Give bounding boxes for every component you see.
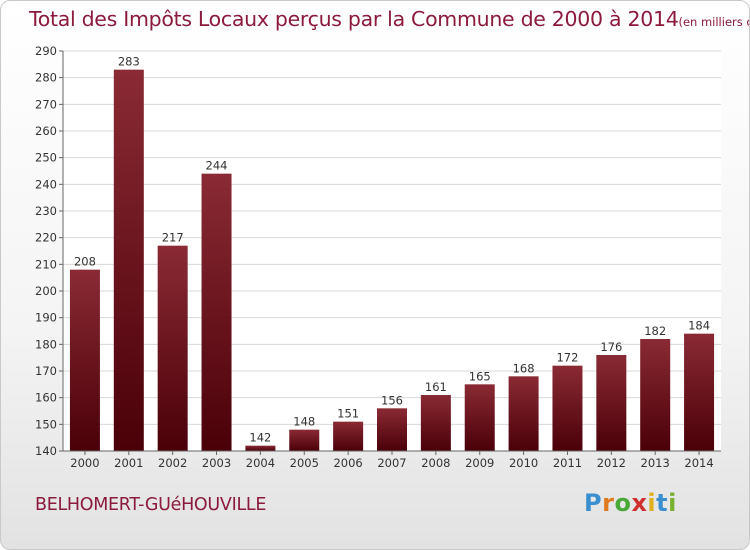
- y-tick-label: 230: [35, 204, 57, 218]
- y-tick-label: 270: [35, 97, 57, 111]
- logo-letter: i: [647, 489, 657, 517]
- data-label: 184: [688, 319, 710, 333]
- logo-letter: x: [631, 489, 648, 517]
- x-tick-label: 2001: [114, 456, 143, 470]
- x-tick-label: 2006: [333, 456, 362, 470]
- bar-2014: [684, 333, 715, 451]
- y-tick-label: 160: [35, 391, 57, 405]
- data-label: 208: [74, 255, 96, 269]
- x-tick-label: 2007: [377, 456, 406, 470]
- bar-2013: [640, 339, 671, 451]
- chart-title-text: Total des Impôts Locaux perçus par la Co…: [29, 7, 679, 31]
- data-label: 168: [513, 361, 535, 375]
- commune-name: BELHOMERT-GUéHOUVILLE: [35, 495, 267, 515]
- bar-2007: [377, 408, 407, 451]
- bar-2004: [245, 445, 276, 451]
- data-label: 217: [162, 231, 184, 245]
- y-tick-label: 150: [35, 417, 57, 431]
- x-tick-label: 2008: [421, 456, 450, 470]
- bar-2002: [157, 245, 188, 451]
- logo-letter: o: [614, 489, 632, 517]
- chart-title: Total des Impôts Locaux perçus par la Co…: [29, 7, 749, 31]
- y-tick-label: 240: [35, 177, 57, 191]
- logo-letter: t: [656, 489, 669, 517]
- x-tick-label: 2000: [70, 456, 99, 470]
- y-tick-label: 220: [35, 231, 57, 245]
- y-tick-label: 170: [35, 364, 57, 378]
- y-tick-label: 140: [35, 444, 57, 458]
- y-tick-label: 260: [35, 124, 57, 138]
- data-label: 161: [425, 380, 447, 394]
- logo-letter: P: [584, 489, 603, 517]
- data-label: 172: [556, 351, 578, 365]
- chart-unit: (en milliers d'€): [678, 15, 749, 29]
- y-tick-label: 290: [35, 44, 57, 58]
- bar-2012: [596, 355, 627, 451]
- x-tick-label: 2012: [597, 456, 626, 470]
- data-label: 148: [293, 415, 315, 429]
- bar-2003: [201, 173, 232, 451]
- y-tick-label: 250: [35, 151, 57, 165]
- data-label: 151: [337, 407, 359, 421]
- x-tick-label: 2004: [246, 456, 275, 470]
- x-tick-label: 2002: [158, 456, 187, 470]
- y-tick-label: 200: [35, 284, 57, 298]
- data-label: 182: [644, 324, 666, 338]
- logo-letter: r: [602, 489, 615, 517]
- y-tick-label: 210: [35, 257, 57, 271]
- data-label: 165: [469, 369, 491, 383]
- x-tick-label: 2005: [290, 456, 319, 470]
- data-label: 176: [600, 340, 622, 354]
- bar-2000: [69, 269, 100, 451]
- y-tick-label: 180: [35, 337, 57, 351]
- bar-2001: [113, 69, 144, 452]
- x-tick-label: 2010: [509, 456, 538, 470]
- bar-2006: [333, 421, 364, 451]
- x-tick-label: 2011: [553, 456, 582, 470]
- x-tick-label: 2003: [202, 456, 231, 470]
- x-tick-label: 2014: [684, 456, 713, 470]
- bar-2008: [420, 395, 451, 451]
- y-tick-label: 190: [35, 311, 57, 325]
- data-label: 142: [249, 431, 271, 445]
- y-tick-label: 280: [35, 71, 57, 85]
- bar-2005: [289, 429, 320, 451]
- proxiti-logo: Proxiti: [584, 489, 677, 517]
- x-tick-label: 2009: [465, 456, 494, 470]
- bar-2009: [464, 384, 495, 451]
- data-label: 283: [118, 55, 140, 69]
- x-tick-label: 2013: [641, 456, 670, 470]
- data-label: 156: [381, 393, 403, 407]
- data-label: 244: [206, 159, 228, 173]
- bar-2010: [508, 376, 539, 451]
- logo-letter: i: [668, 489, 677, 517]
- bar-2011: [552, 365, 583, 451]
